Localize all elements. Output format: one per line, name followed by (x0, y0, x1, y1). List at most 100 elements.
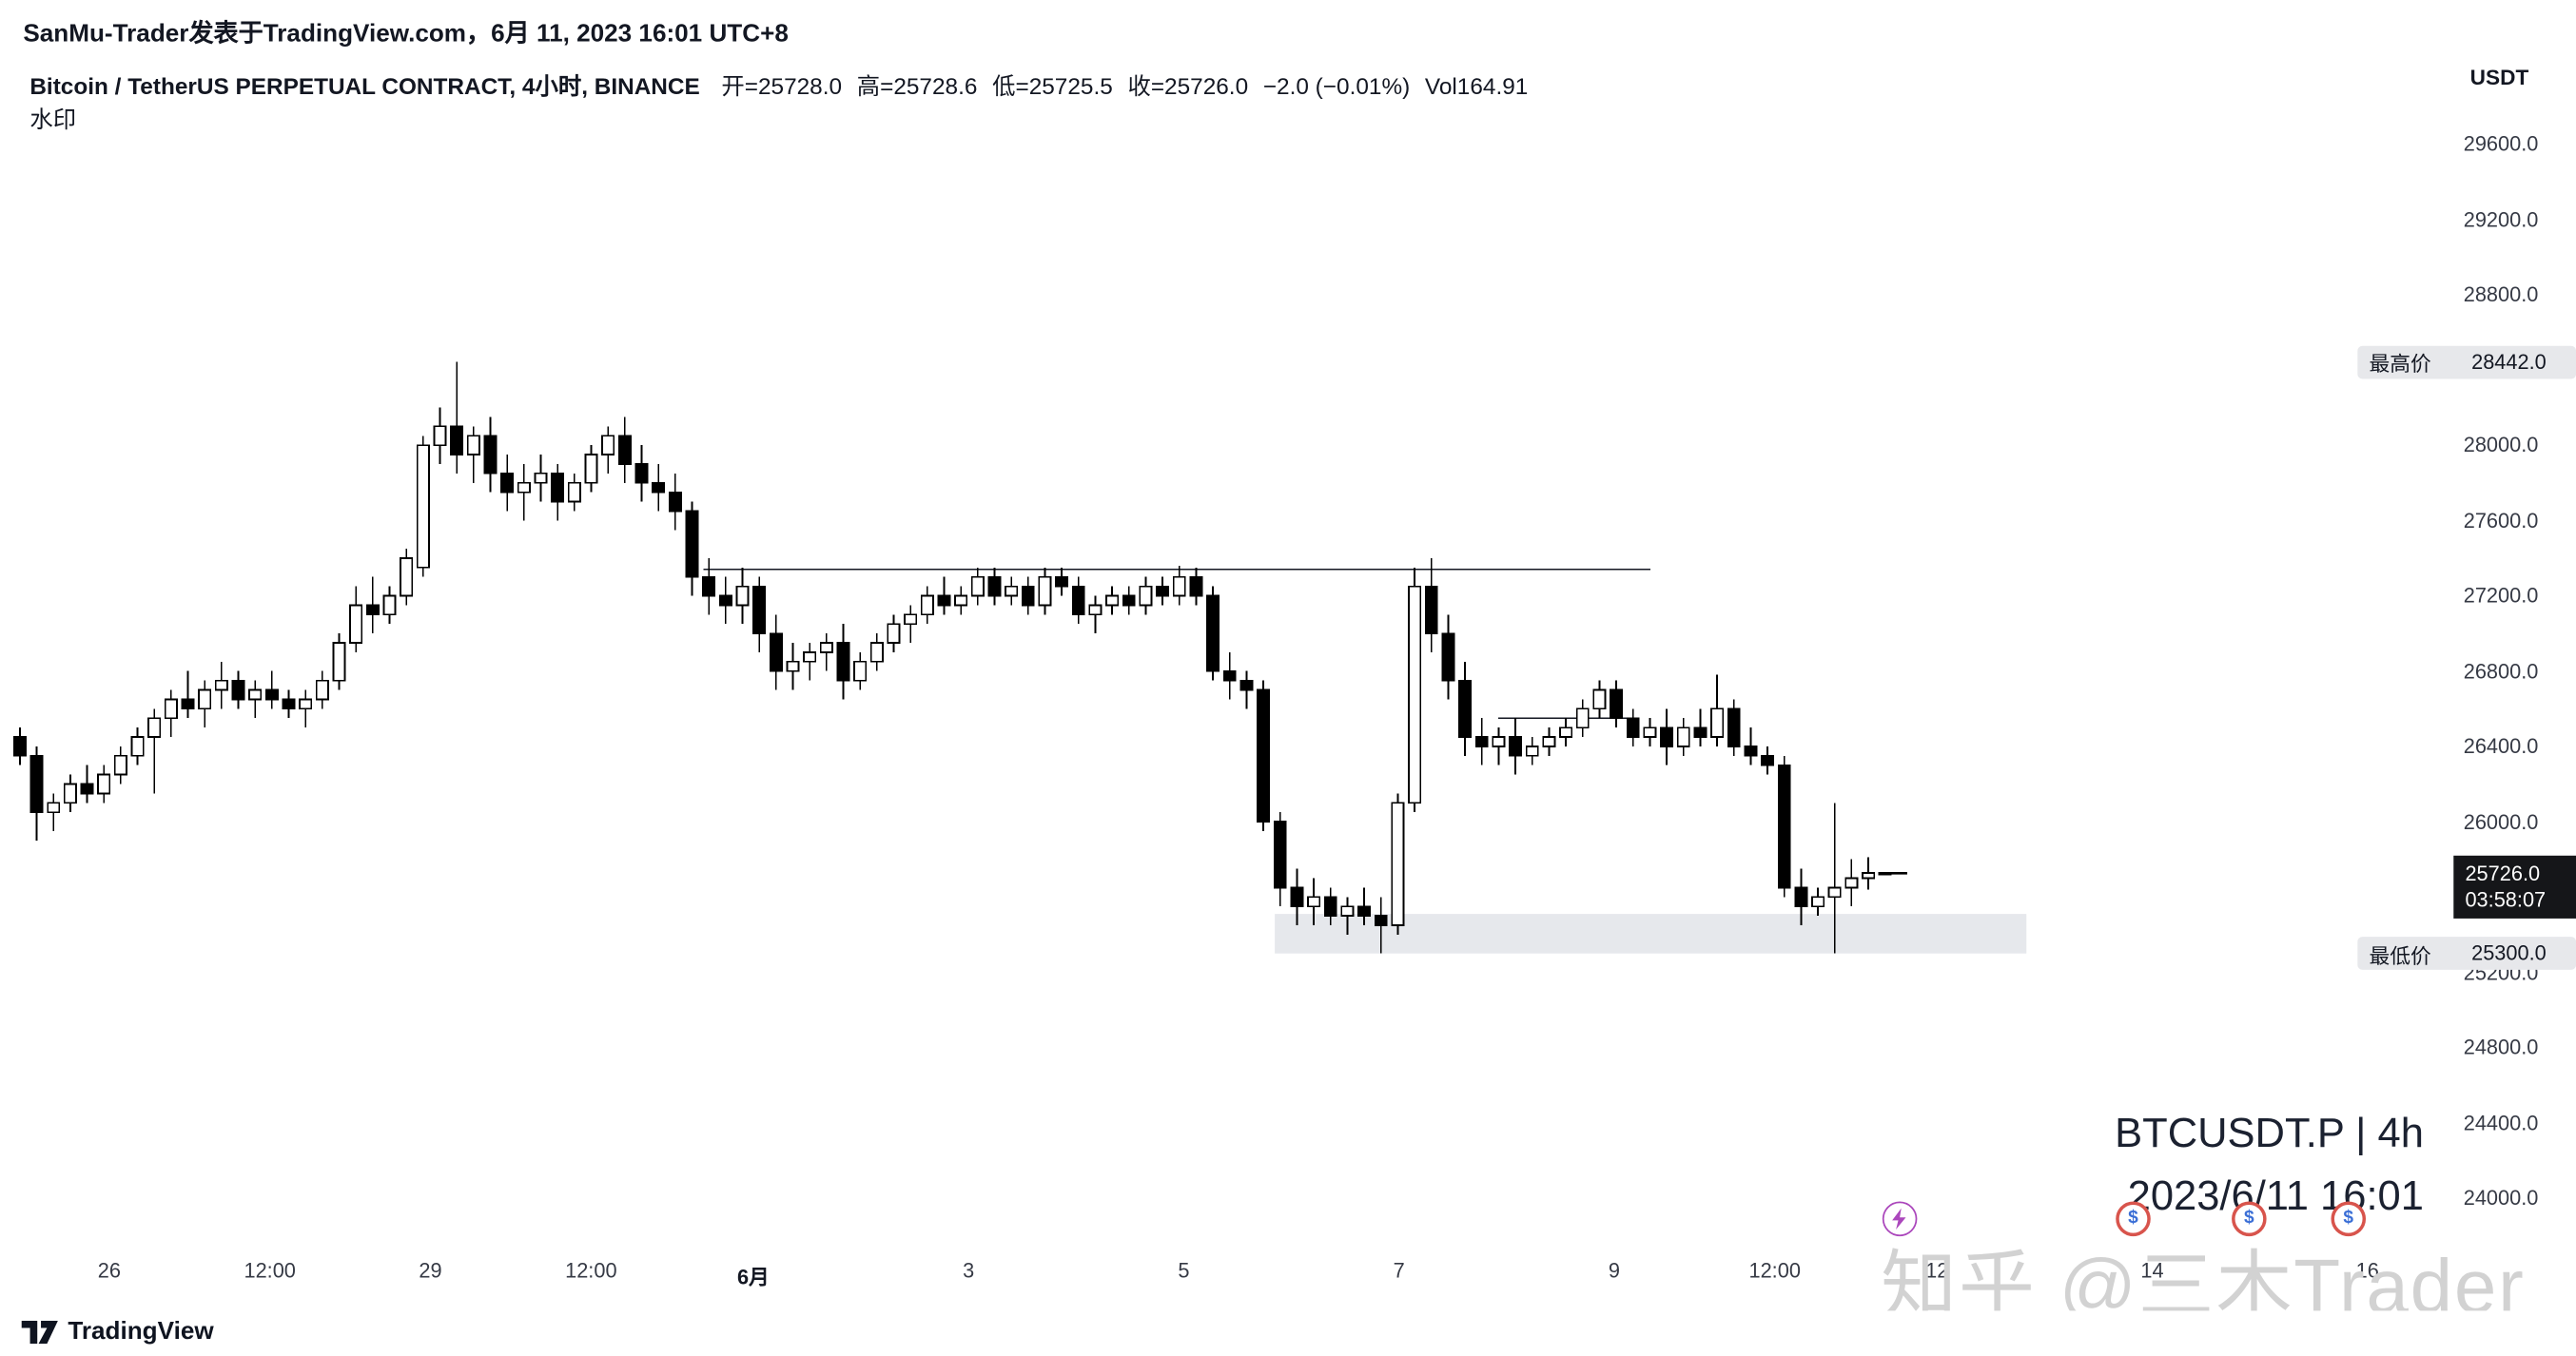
candle-body (937, 594, 951, 607)
candle-body (735, 585, 750, 607)
candle-body (231, 679, 245, 701)
price-axis-label: 26000.0 (2463, 809, 2539, 834)
tradingview-logo[interactable]: TradingView (21, 1317, 214, 1346)
candle-body (1357, 905, 1372, 917)
candle-body (1307, 896, 1321, 908)
candle-body (1122, 594, 1136, 607)
tradingview-brand-text: TradingView (68, 1317, 214, 1346)
candle-body (1222, 669, 1237, 682)
symbol-overlay: BTCUSDT.P | 4h 2023/6/11 16:01 (2115, 1102, 2424, 1228)
candle-body (1408, 585, 1422, 804)
attribution-bar: SanMu-Trader发表于TradingView.com，6月 11, 20… (23, 15, 789, 50)
candle-body (668, 491, 682, 513)
overlay-symbol-text: BTCUSDT.P | 4h (2115, 1110, 2424, 1157)
candle-body (1492, 736, 1506, 747)
candle-body (1139, 585, 1153, 607)
candle-body (1458, 679, 1473, 738)
candle-body (887, 623, 901, 644)
candle-body (1156, 585, 1170, 597)
candle-body (769, 632, 783, 672)
candle-body (1592, 688, 1607, 710)
currency-exchange-icon[interactable]: $ (2232, 1201, 2267, 1237)
candle-body (47, 802, 61, 814)
currency-symbol: $ (2343, 1208, 2354, 1229)
candle-body (1189, 575, 1203, 597)
legend-change: −2.0 (−0.01%) (1262, 72, 1411, 100)
highest-price-value: 28442.0 (2471, 350, 2547, 374)
price-axis-label: 27200.0 (2463, 584, 2539, 608)
candle-body (1844, 877, 1859, 889)
current-price-marker: 25726.0 03:58:07 (2453, 855, 2576, 919)
footer-bar: TradingView (0, 1310, 2576, 1356)
currency-symbol: $ (2128, 1208, 2138, 1229)
candle-body (466, 435, 480, 455)
lightning-bolt-icon[interactable] (1882, 1201, 1918, 1237)
candle-body (63, 783, 77, 804)
legend-high: 高=25728.6 (856, 72, 978, 100)
candle-body (1441, 632, 1455, 682)
candle-body (29, 754, 44, 814)
currency-exchange-icon[interactable]: $ (2116, 1201, 2151, 1237)
candle-body (1071, 585, 1085, 616)
candle-body (1374, 915, 1388, 926)
candle-body (1005, 585, 1019, 597)
time-axis-label: 12:00 (565, 1259, 617, 1283)
tradingview-logo-icon (21, 1320, 58, 1344)
candle-body (450, 425, 464, 455)
candle-body (869, 642, 884, 663)
legend-close: 收=25726.0 (1127, 72, 1249, 100)
candle-body (1509, 736, 1523, 757)
candle-body (617, 435, 632, 465)
overlay-datetime-text: 2023/6/11 16:01 (2127, 1172, 2424, 1220)
legend-low: 低=25725.5 (992, 72, 1113, 100)
candle-body (214, 679, 228, 691)
candle-body (987, 575, 1002, 597)
candle-body (1626, 717, 1640, 738)
candle-body (483, 435, 498, 475)
candle-body (634, 463, 649, 484)
candle-body (1761, 754, 1775, 766)
candle-body (652, 481, 666, 494)
time-axis-label: 12 (1925, 1259, 1949, 1283)
candle-body (1290, 886, 1304, 908)
candle-body (130, 736, 145, 757)
candle-body (1323, 896, 1337, 917)
time-axis-label: 16 (2355, 1259, 2379, 1283)
candle-body (1643, 726, 1657, 738)
candle-body (164, 698, 178, 720)
candle-body (80, 783, 94, 795)
chart-legend[interactable]: Bitcoin / TetherUS PERPETUAL CONTRACT, 4… (29, 69, 1528, 103)
highest-price-marker: 最高价 28442.0 (2357, 345, 2576, 379)
current-price-value: 25726.0 (2465, 862, 2541, 885)
candle-body (1693, 726, 1708, 738)
candle-body (500, 472, 515, 494)
candle-body (853, 660, 868, 682)
candle-body (1206, 594, 1220, 672)
price-axis-label: 24400.0 (2463, 1111, 2539, 1135)
candle-body (1105, 594, 1120, 607)
candle-body (315, 679, 329, 701)
candle-body (264, 688, 279, 701)
time-axis-label: 5 (1178, 1259, 1190, 1283)
candle-body (147, 717, 162, 738)
lowest-price-label: 最低价 (2369, 944, 2431, 968)
time-axis-label: 14 (2140, 1259, 2164, 1283)
candle-body (1088, 604, 1103, 616)
legend-symbol[interactable]: Bitcoin / TetherUS PERPETUAL CONTRACT, 4… (29, 72, 700, 100)
candle-body (97, 773, 111, 795)
candle-body (1794, 886, 1808, 908)
candle-body (1777, 764, 1791, 889)
candle-body (685, 510, 699, 578)
price-axis-label: 26800.0 (2463, 659, 2539, 683)
candle-body (584, 454, 598, 484)
candle-body (567, 481, 581, 503)
candle-body (1273, 821, 1287, 889)
candle-body (752, 585, 767, 635)
currency-exchange-icon[interactable]: $ (2331, 1201, 2367, 1237)
candle-body (365, 604, 380, 616)
candle-body (1827, 886, 1842, 899)
highest-price-label: 最高价 (2369, 353, 2431, 377)
